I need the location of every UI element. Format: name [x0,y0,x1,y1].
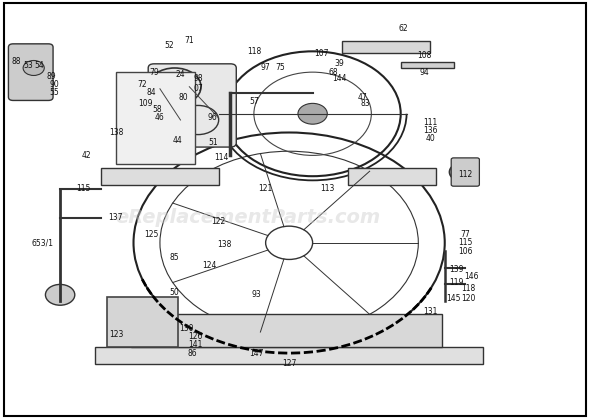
Text: 53: 53 [23,62,32,70]
Text: 124: 124 [203,261,217,270]
Polygon shape [401,62,454,68]
Text: 139: 139 [449,265,464,274]
Text: 85: 85 [170,253,179,262]
Text: 88: 88 [11,57,21,66]
Text: 47: 47 [358,93,368,102]
Text: 122: 122 [212,217,226,227]
FancyBboxPatch shape [116,72,195,164]
Text: 89: 89 [47,72,56,81]
Text: 51: 51 [208,138,218,147]
Text: 111: 111 [423,118,437,127]
Text: 147: 147 [250,349,264,357]
Text: 109: 109 [138,99,152,108]
Text: 114: 114 [214,153,229,162]
Text: 94: 94 [419,67,429,77]
Text: 42: 42 [82,151,91,160]
Text: 146: 146 [464,272,478,281]
FancyBboxPatch shape [8,44,53,101]
Polygon shape [96,347,483,364]
Circle shape [450,163,476,181]
Text: 50: 50 [170,288,179,297]
Text: 112: 112 [458,170,473,178]
Text: 62: 62 [399,24,408,33]
Text: 68: 68 [329,67,338,77]
Text: 93: 93 [252,290,262,299]
Text: 79: 79 [149,67,159,77]
Text: 52: 52 [164,41,173,49]
FancyBboxPatch shape [451,158,480,186]
Text: 144: 144 [332,74,346,83]
Text: 84: 84 [146,88,156,98]
Text: 86: 86 [188,349,197,357]
Text: 118: 118 [461,284,476,293]
Text: 57: 57 [249,97,259,106]
Text: eReplacementParts.com: eReplacementParts.com [116,208,381,228]
Text: 40: 40 [425,134,435,143]
Circle shape [45,285,75,305]
Text: 123: 123 [109,330,123,339]
Text: 46: 46 [155,114,165,122]
Text: 83: 83 [360,99,371,108]
Text: 137: 137 [109,213,123,222]
Text: 127: 127 [282,359,296,368]
Text: 80: 80 [179,93,188,102]
Text: 107: 107 [314,49,329,58]
Circle shape [23,60,44,75]
Text: 55: 55 [50,88,59,98]
Text: 58: 58 [152,105,162,114]
Text: 106: 106 [458,247,473,256]
Text: 136: 136 [423,126,437,135]
Text: 71: 71 [185,36,194,45]
Text: 39: 39 [334,59,344,68]
Text: 54: 54 [35,62,44,70]
Text: 130: 130 [179,323,194,333]
Text: 72: 72 [137,80,147,89]
Polygon shape [101,168,219,184]
Text: 118: 118 [247,47,261,56]
Text: 145: 145 [446,295,461,303]
Text: 138: 138 [109,128,123,137]
Polygon shape [348,168,436,184]
Text: 97: 97 [261,64,270,72]
Text: 98: 98 [194,74,203,83]
Text: 108: 108 [417,51,431,60]
Text: 07: 07 [194,84,203,93]
Text: 90: 90 [50,80,59,89]
Circle shape [298,103,327,124]
Text: 113: 113 [320,184,335,193]
Polygon shape [130,313,442,347]
Text: 120: 120 [461,295,476,303]
Text: 119: 119 [450,278,464,287]
Text: 138: 138 [217,241,232,249]
Text: 125: 125 [144,230,158,239]
Text: 141: 141 [188,340,202,349]
Text: 75: 75 [276,64,285,72]
Text: 24: 24 [176,70,185,79]
Text: 115: 115 [77,184,91,193]
Text: 77: 77 [460,230,470,239]
Text: 96: 96 [208,114,218,122]
FancyBboxPatch shape [148,64,236,147]
Text: 44: 44 [173,136,182,145]
Text: 131: 131 [423,307,437,316]
FancyBboxPatch shape [107,297,178,347]
Text: 653/1: 653/1 [31,238,54,247]
Polygon shape [342,41,430,53]
Text: 121: 121 [258,184,273,193]
Text: 115: 115 [458,238,473,247]
Text: 126: 126 [188,332,202,341]
